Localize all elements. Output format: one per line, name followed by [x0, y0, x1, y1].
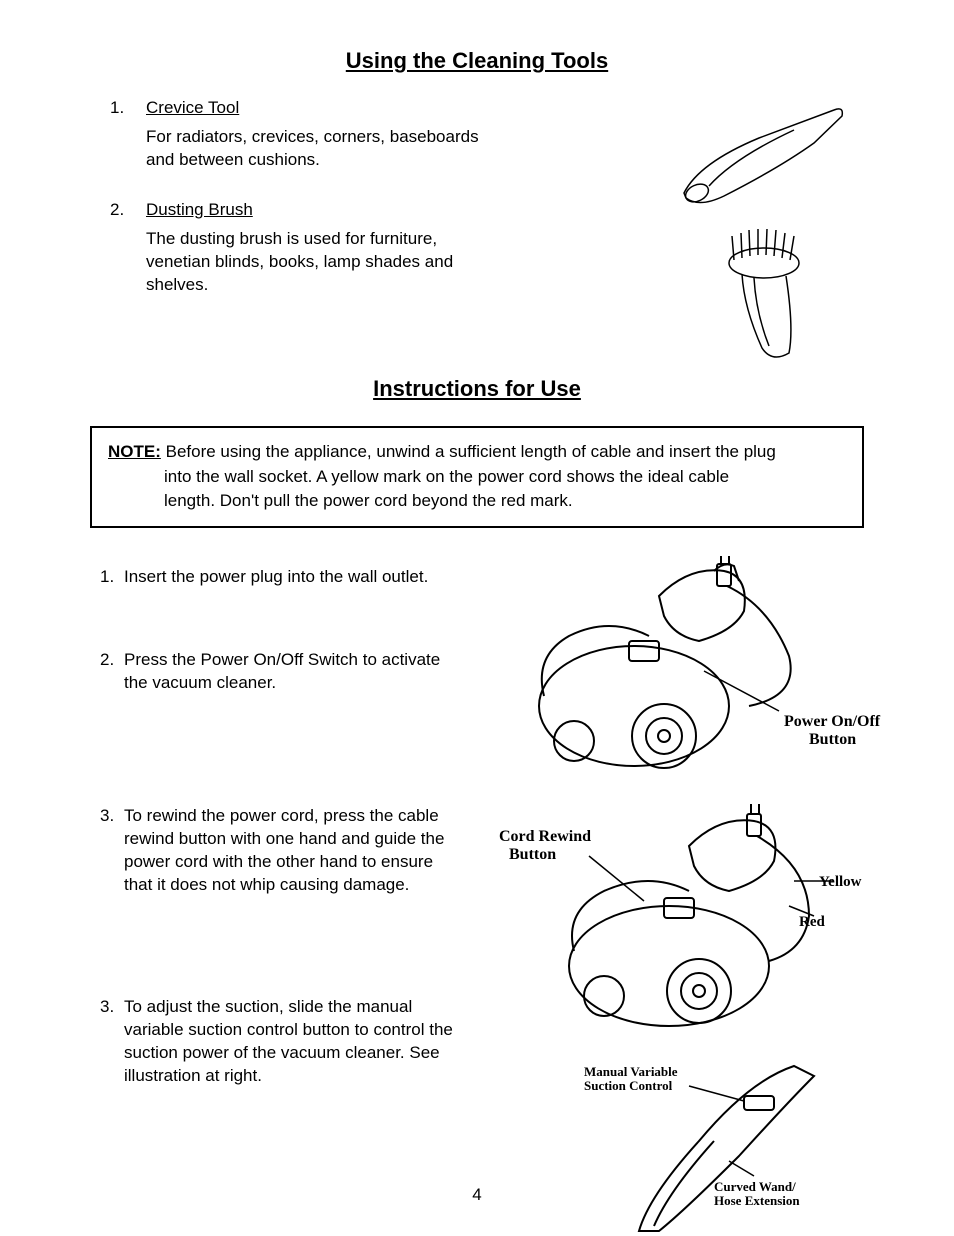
instruction-number: 3. [100, 996, 124, 1019]
suction-control-figure: Manual Variable Suction Control Curved W… [489, 1046, 889, 1236]
suction-control-label: Manual Variable Suction Control [584, 1064, 681, 1093]
yellow-label: Yellow [819, 874, 862, 890]
note-line: Before using the appliance, unwind a suf… [166, 442, 776, 461]
instruction-number: 3. [100, 805, 124, 828]
instruction-item: 1. Insert the power plug into the wall o… [60, 566, 474, 589]
instruction-body: Insert the power plug into the wall outl… [124, 566, 428, 589]
instruction-item: 3. To rewind the power cord, press the c… [60, 805, 474, 897]
power-onoff-label: Power On/Off Button [784, 713, 884, 748]
instruction-body: To adjust the suction, slide the manual … [124, 996, 464, 1088]
tool-description: The dusting brush is used for furniture,… [60, 228, 486, 297]
instructions-figure-column: Power On/Off Button [484, 556, 894, 1236]
tool-number: 2. [60, 200, 146, 220]
instruction-item: 2. Press the Power On/Off Switch to acti… [60, 649, 474, 695]
red-label: Red [799, 914, 825, 930]
instruction-body: To rewind the power cord, press the cabl… [124, 805, 464, 897]
tool-number: 1. [60, 98, 146, 118]
tools-text-column: 1. Crevice Tool For radiators, crevices,… [60, 98, 634, 325]
document-page: Using the Cleaning Tools 1. Crevice Tool… [0, 0, 954, 1235]
section1-title: Using the Cleaning Tools [60, 48, 894, 74]
cord-rewind-label: Cord Rewind Button [499, 828, 595, 863]
section2-title: Instructions for Use [60, 376, 894, 402]
tool-name: Crevice Tool [146, 98, 239, 118]
tool-name: Dusting Brush [146, 200, 253, 220]
tools-block: 1. Crevice Tool For radiators, crevices,… [60, 98, 894, 368]
tool-item: 1. Crevice Tool For radiators, crevices,… [60, 98, 614, 172]
tool-description: For radiators, crevices, corners, basebo… [60, 126, 486, 172]
cord-rewind-figure: Cord Rewind Button Yellow Red [489, 786, 889, 1046]
instruction-item: 3. To adjust the suction, slide the manu… [60, 996, 474, 1088]
instruction-number: 1. [100, 566, 124, 589]
tools-figure-column [634, 98, 894, 368]
dusting-brush-icon [694, 218, 834, 368]
page-number: 4 [0, 1185, 954, 1205]
crevice-tool-icon [664, 98, 864, 218]
power-onoff-figure: Power On/Off Button [489, 556, 889, 786]
instruction-number: 2. [100, 649, 124, 672]
tool-item: 2. Dusting Brush The dusting brush is us… [60, 200, 614, 297]
note-line: length. Don't pull the power cord beyond… [108, 489, 846, 514]
instructions-text-column: 1. Insert the power plug into the wall o… [60, 556, 484, 1088]
note-box: NOTE: Before using the appliance, unwind… [90, 426, 864, 528]
instructions-block: 1. Insert the power plug into the wall o… [60, 556, 894, 1236]
note-label: NOTE: [108, 442, 161, 461]
note-line: into the wall socket. A yellow mark on t… [108, 465, 846, 490]
instruction-body: Press the Power On/Off Switch to activat… [124, 649, 464, 695]
